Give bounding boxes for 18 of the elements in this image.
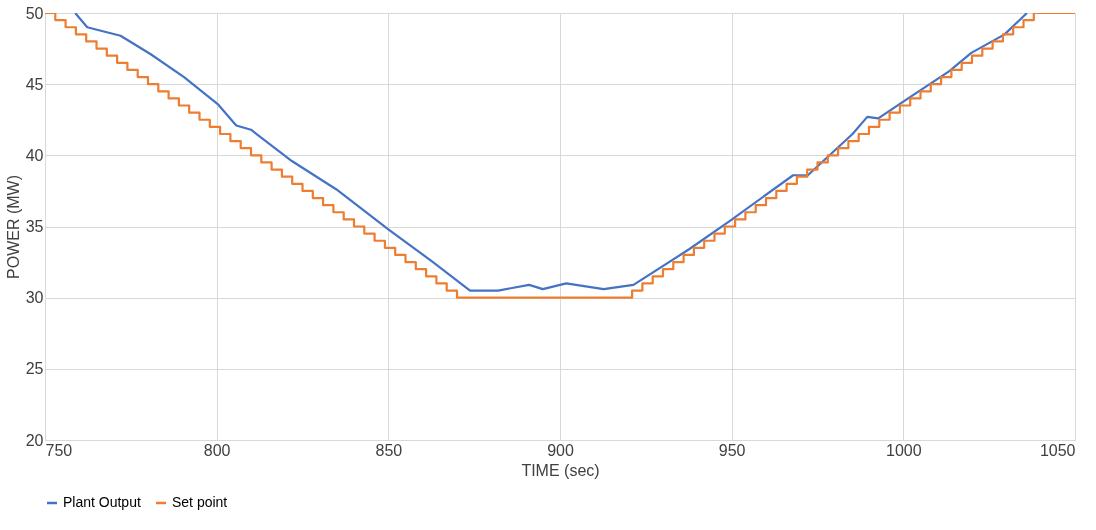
- legend-label: Plant Output: [63, 494, 141, 510]
- y-tick-label: 20: [25, 431, 44, 449]
- x-tick-label: 850: [375, 441, 403, 459]
- x-axis-title: TIME (sec): [521, 461, 600, 479]
- x-tick-label: 1000: [886, 441, 922, 459]
- y-tick-label: 45: [25, 75, 44, 93]
- y-tick-label: 25: [25, 360, 44, 378]
- x-tick-label: 900: [547, 441, 574, 459]
- y-tick-label: 50: [25, 4, 44, 22]
- y-tick-label: 35: [25, 218, 44, 235]
- x-tick-label: 750: [45, 441, 73, 459]
- legend-label: Set point: [172, 494, 228, 510]
- y-tick-label: 40: [25, 146, 44, 164]
- y-axis-title: POWER (MW): [4, 175, 22, 279]
- x-tick-label: 950: [718, 441, 746, 459]
- y-tick-label: 30: [25, 289, 44, 307]
- x-tick-label: 1050: [1039, 441, 1076, 459]
- x-tick-label: 800: [203, 441, 231, 459]
